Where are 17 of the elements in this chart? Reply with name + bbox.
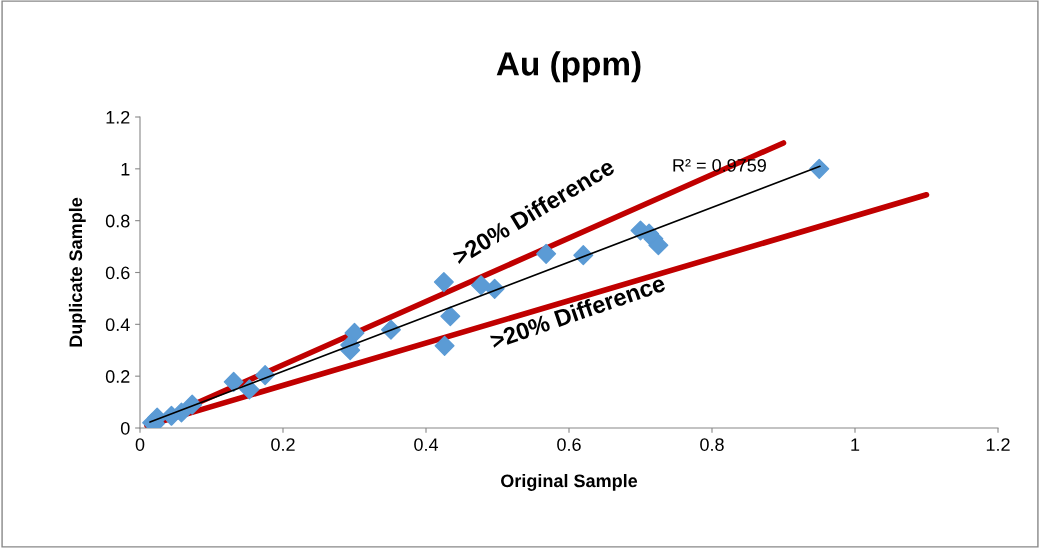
y-tick-label: 0: [120, 421, 130, 435]
y-tick-label: 0.4: [105, 318, 130, 332]
y-axis-title: Duplicate Sample: [68, 197, 86, 347]
x-tick-label: 0.2: [271, 438, 295, 451]
y-tick-label: 0.2: [105, 370, 130, 383]
chart-title: Au (ppm): [496, 51, 641, 83]
x-tick-label: 0.8: [700, 438, 724, 451]
y-tick-label: 0.6: [105, 266, 130, 280]
y-tick-label: 0.8: [105, 214, 130, 228]
x-tick-label: 0.4: [414, 438, 439, 451]
x-tick-label: 0: [135, 438, 145, 451]
x-tick-label: 1: [851, 438, 860, 451]
y-tick-label: 1.2: [106, 110, 130, 124]
x-axis-title: Original Sample: [501, 474, 638, 491]
x-tick-label: 1.2: [986, 438, 1010, 451]
y-tick-label: 1: [121, 162, 130, 176]
x-tick-label: 0.6: [557, 438, 581, 451]
